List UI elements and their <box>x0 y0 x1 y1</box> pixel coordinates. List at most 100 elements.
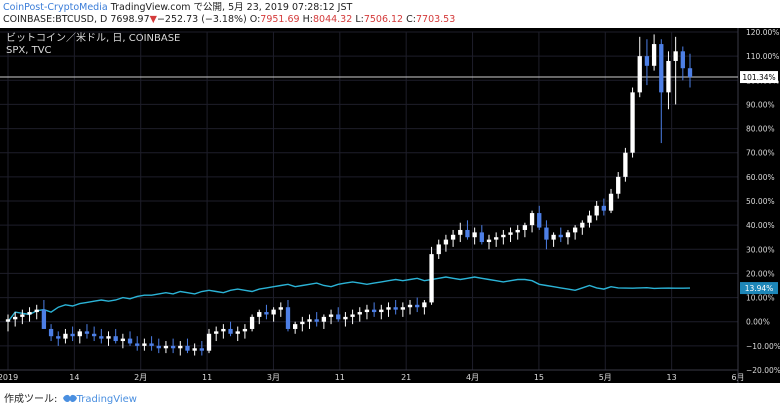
candle-body <box>300 321 305 325</box>
candle-body <box>221 328 226 332</box>
high-value: 8044.32 <box>312 14 353 25</box>
candle-body <box>673 51 678 61</box>
candle-body <box>264 312 269 315</box>
y-tick-label: 0.00% <box>746 318 770 327</box>
candle-body <box>651 44 657 66</box>
candle-body <box>149 343 154 346</box>
y-tick-label: 120.00% <box>746 28 779 37</box>
price-change: −252.73 (−3.18%) <box>156 14 247 25</box>
credit-line: CoinPost-CryptoMedia TradingView.com で公開… <box>3 2 352 14</box>
author-link[interactable]: CoinPost-CryptoMedia <box>3 2 108 13</box>
candle-body <box>371 309 377 313</box>
candle-body <box>5 319 11 322</box>
candle-body <box>357 312 362 315</box>
candle-body <box>77 331 82 337</box>
legend-compare-symbol[interactable]: SPX, TVC <box>6 45 52 56</box>
candle-body <box>293 324 298 329</box>
x-tick-label: 15 <box>534 373 544 382</box>
x-tick-label: 3月 <box>267 373 280 382</box>
legend-main-symbol[interactable]: ビットコイン／米ドル, 日, COINBASE <box>6 33 181 44</box>
candle-body <box>278 307 283 310</box>
candle-body <box>393 307 398 310</box>
candle-body <box>379 309 384 313</box>
candle-body <box>156 345 161 349</box>
x-tick-label: 5月 <box>599 373 612 382</box>
candle-body <box>687 68 693 78</box>
tradingview-logo-icon[interactable] <box>62 394 77 403</box>
spx-price-label-box <box>740 282 778 295</box>
low-label: L: <box>355 14 364 25</box>
candle-body <box>644 56 650 66</box>
candle-body <box>494 237 499 240</box>
candle-body <box>666 60 671 93</box>
y-tick-label: 20.00% <box>746 269 775 278</box>
candle-body <box>565 232 571 238</box>
candle-body <box>594 205 599 216</box>
candle-body <box>27 312 32 315</box>
candle-body <box>13 316 18 320</box>
candle-body <box>486 239 492 243</box>
candle-body <box>106 336 111 339</box>
y-tick-label: −10.00% <box>746 342 780 351</box>
x-tick-label: 4月 <box>466 373 479 382</box>
candle-body <box>257 312 262 317</box>
candle-body <box>113 336 118 342</box>
candle-body <box>601 205 607 211</box>
spx-line <box>7 276 691 323</box>
y-tick-label: −20.00% <box>746 366 780 375</box>
candle-body <box>142 343 147 346</box>
candle-body <box>415 304 420 308</box>
candle-body <box>314 319 319 322</box>
y-tick-label: 30.00% <box>746 245 775 254</box>
btc-price-label: 101.34% <box>742 73 775 82</box>
btc-price-label-box <box>740 71 778 84</box>
candle-body <box>70 333 75 337</box>
candle-body <box>127 338 133 344</box>
last-price: 7698.97 <box>110 14 150 25</box>
candle-body <box>56 336 61 339</box>
x-tick-label: 13 <box>667 373 677 382</box>
candle-body <box>328 314 334 317</box>
candle-body <box>587 215 592 223</box>
ohlc-line: COINBASE:BTCUSD, D 7698.97▼−252.73 (−3.1… <box>3 14 455 26</box>
candle-body <box>537 213 542 228</box>
footer: 作成ツール: TradingView <box>0 383 780 408</box>
y-tick-label: 80.00% <box>746 125 775 134</box>
chart-pane[interactable]: 2019 14 2月 11 3月 11 21 4月 15 5月 13 6月 120.00% 110.00%… <box>0 28 780 383</box>
symbol-label: COINBASE:BTCUSD, D <box>3 14 108 25</box>
candle-body <box>41 309 47 329</box>
x-tick-label: 11 <box>202 373 212 382</box>
candle-body <box>120 338 126 342</box>
tradingview-brand[interactable]: TradingView <box>76 394 137 405</box>
candle-body <box>343 316 348 320</box>
candle-body <box>84 331 90 334</box>
candle-body <box>170 345 176 349</box>
candle-body <box>386 307 391 310</box>
price-chart[interactable]: 2019 14 2月 11 3月 11 21 4月 15 5月 13 6月120.00%110.00%… <box>0 28 780 383</box>
candle-body <box>529 213 535 226</box>
candle-body <box>479 232 484 243</box>
close-label: C: <box>406 14 416 25</box>
candle-body <box>680 51 685 69</box>
candle-body <box>249 316 255 329</box>
candle-body <box>285 307 291 329</box>
candle-body <box>608 193 614 211</box>
x-tick-label: 2月 <box>134 373 147 382</box>
candle-body <box>623 152 628 177</box>
y-tick-label: 50.00% <box>746 197 775 206</box>
candle-body <box>271 309 276 315</box>
candle-body <box>659 44 664 93</box>
candle-body <box>20 314 25 317</box>
candle-body <box>616 176 621 194</box>
y-tick-label: 90.00% <box>746 100 775 109</box>
close-value: 7703.53 <box>415 14 456 25</box>
y-tick-label: 60.00% <box>746 173 775 182</box>
publish-info: TradingView.com で公開, 5月 23, 2019 07:28:1… <box>107 2 353 13</box>
candle-body <box>48 328 54 337</box>
candle-body <box>214 331 219 334</box>
candle-body <box>63 333 68 339</box>
candle-body <box>558 234 563 238</box>
candle-body <box>501 234 506 238</box>
candle-body <box>178 345 183 349</box>
candle-body <box>321 316 327 322</box>
